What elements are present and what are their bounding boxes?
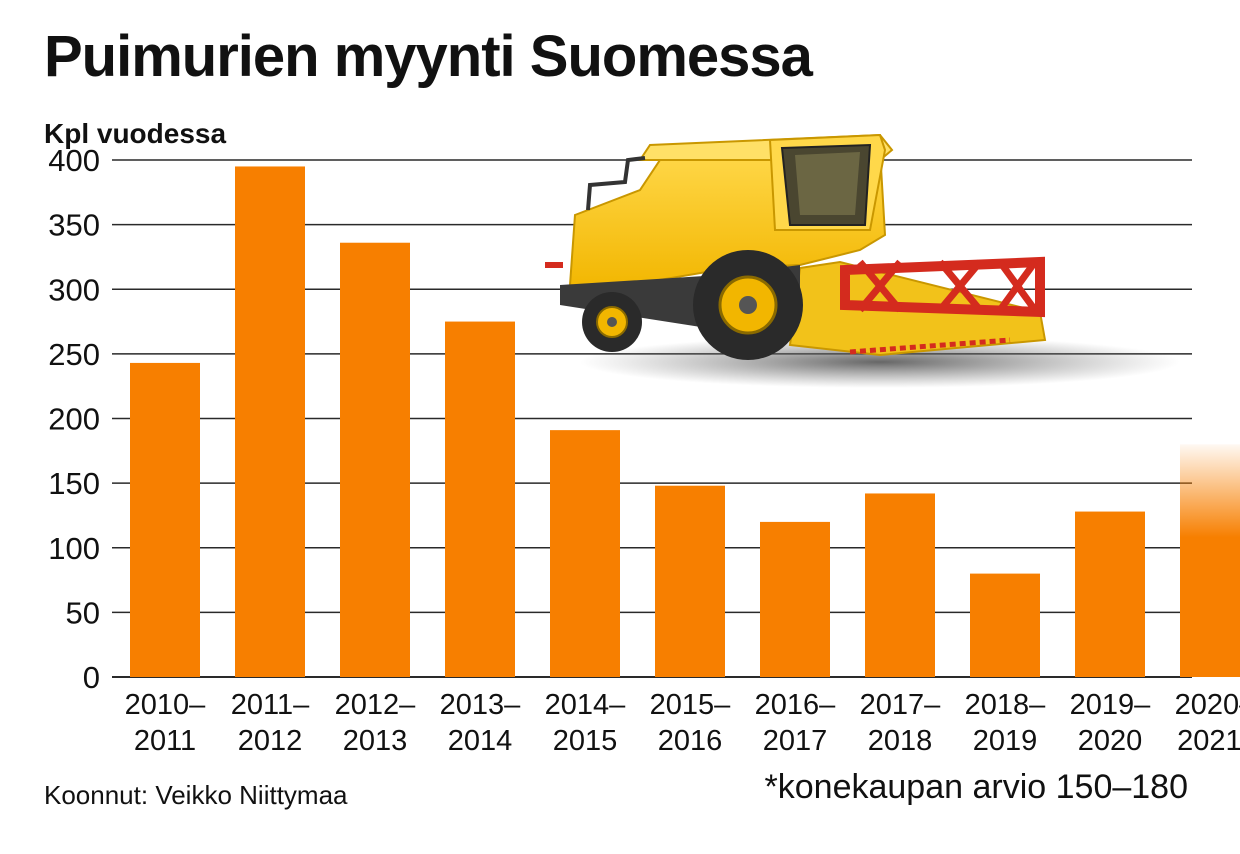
y-tick-label: 0 bbox=[83, 660, 100, 695]
x-tick-label: 2013– bbox=[440, 689, 522, 721]
bar-7 bbox=[865, 493, 935, 677]
bar-0 bbox=[130, 362, 200, 677]
x-tick-label: 2020 bbox=[1078, 725, 1143, 757]
x-tick-label: 2011 bbox=[134, 725, 196, 757]
x-tick-label: 2012– bbox=[335, 689, 417, 721]
x-tick-label: 2010– bbox=[125, 689, 207, 721]
y-tick-label: 250 bbox=[48, 337, 100, 372]
x-tick-label: 2019– bbox=[1070, 689, 1152, 721]
bar-5 bbox=[655, 485, 725, 677]
x-tick-label: 2021* bbox=[1177, 725, 1240, 757]
bar-1 bbox=[235, 166, 305, 677]
y-tick-label: 100 bbox=[48, 531, 100, 566]
y-tick-label: 300 bbox=[48, 272, 100, 307]
bar-10 bbox=[1180, 444, 1240, 677]
x-tick-label: 2015– bbox=[650, 689, 732, 721]
chart-title: Puimurien myynti Suomessa bbox=[44, 24, 813, 89]
y-tick-label: 50 bbox=[66, 595, 100, 630]
x-tick-label: 2014 bbox=[448, 725, 513, 757]
bar-9 bbox=[1075, 511, 1145, 677]
x-tick-label: 2018 bbox=[868, 725, 933, 757]
bar-2 bbox=[340, 242, 410, 677]
x-tick-label: 2018– bbox=[965, 689, 1047, 721]
x-tick-label: 2012 bbox=[238, 725, 303, 757]
y-axis-label: Kpl vuodessa bbox=[44, 118, 227, 149]
combine-harvester-illustration bbox=[545, 133, 1180, 388]
bar-6 bbox=[760, 521, 830, 677]
x-tick-label: 2019 bbox=[973, 725, 1038, 757]
bar-4 bbox=[550, 430, 620, 677]
footnote-text: *konekaupan arvio 150–180 bbox=[764, 768, 1188, 806]
x-tick-label: 2016 bbox=[658, 725, 723, 757]
x-tick-label: 2017 bbox=[763, 725, 828, 757]
bar-8 bbox=[970, 573, 1040, 677]
x-tick-label: 2013 bbox=[343, 725, 408, 757]
x-tick-label: 2017– bbox=[860, 689, 942, 721]
x-tick-label: 2020– bbox=[1175, 689, 1240, 721]
y-tick-label: 350 bbox=[48, 208, 100, 243]
y-tick-label: 150 bbox=[48, 466, 100, 501]
x-tick-label: 2011– bbox=[231, 689, 310, 721]
x-tick-label: 2015 bbox=[553, 725, 618, 757]
x-tick-label: 2016– bbox=[755, 689, 837, 721]
credit-text: Koonnut: Veikko Niittymaa bbox=[44, 780, 348, 810]
y-tick-label: 400 bbox=[48, 143, 100, 178]
bar-3 bbox=[445, 321, 515, 677]
x-tick-label: 2014– bbox=[545, 689, 627, 721]
y-tick-label: 200 bbox=[48, 402, 100, 437]
